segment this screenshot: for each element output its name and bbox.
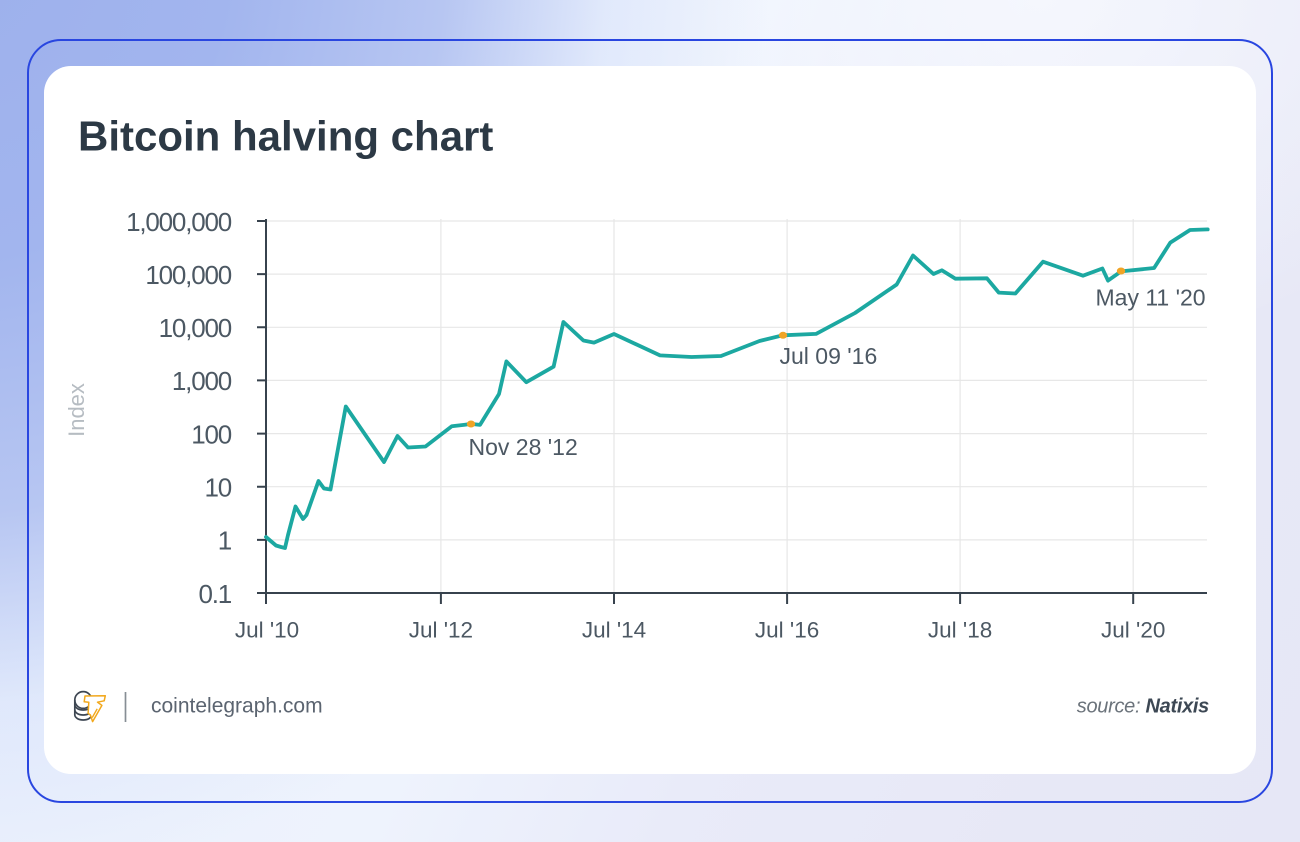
svg-text:Bitcoin halving chart: Bitcoin halving chart — [78, 113, 493, 160]
svg-text:10,000: 10,000 — [159, 313, 232, 343]
svg-text:1: 1 — [218, 526, 232, 556]
svg-text:Jul '14: Jul '14 — [582, 618, 646, 643]
svg-text:source: Natixis: source: Natixis — [1077, 696, 1209, 718]
svg-text:Jul '16: Jul '16 — [755, 618, 819, 643]
svg-text:10: 10 — [204, 473, 231, 503]
svg-text:Nov 28 '12: Nov 28 '12 — [469, 434, 578, 460]
svg-text:Jul '10: Jul '10 — [235, 618, 299, 643]
svg-text:May 11 '20: May 11 '20 — [1096, 285, 1206, 311]
svg-text:1,000: 1,000 — [172, 366, 232, 396]
svg-text:100,000: 100,000 — [145, 260, 231, 290]
svg-text:1,000,000: 1,000,000 — [126, 207, 232, 237]
svg-text:Jul 09 '16: Jul 09 '16 — [780, 343, 878, 369]
svg-text:Jul '20: Jul '20 — [1101, 618, 1165, 643]
svg-text:Index: Index — [64, 383, 89, 437]
svg-text:cointelegraph.com: cointelegraph.com — [151, 695, 323, 718]
svg-text:Jul '12: Jul '12 — [409, 618, 473, 643]
svg-text:100: 100 — [191, 419, 232, 449]
svg-text:0.1: 0.1 — [198, 579, 231, 609]
svg-text:Jul '18: Jul '18 — [928, 618, 992, 643]
